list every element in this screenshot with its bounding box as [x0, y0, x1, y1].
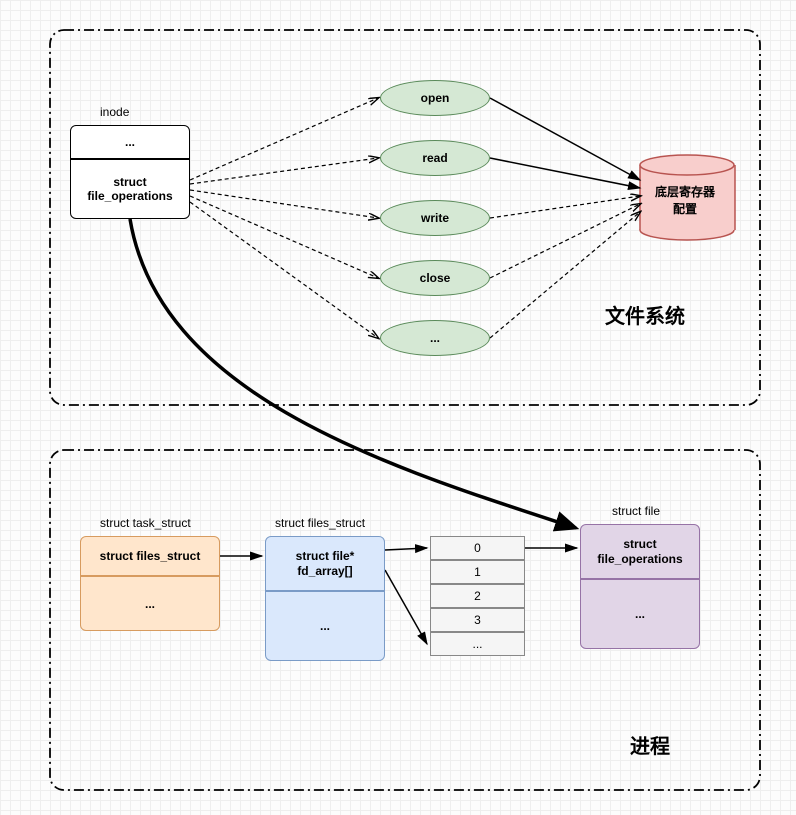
inode-bot-line2: file_operations: [87, 189, 172, 203]
arrow-files-to-arrN: [385, 570, 427, 644]
arrow-files-to-arr0: [385, 548, 427, 550]
task-struct-label: struct task_struct: [100, 516, 191, 530]
struct-file-bot: ...: [580, 579, 700, 649]
register-text: 底层寄存器 配置: [655, 183, 715, 217]
task-struct-top: struct files_struct: [80, 536, 220, 576]
struct-file-line2: file_operations: [597, 552, 682, 566]
files-struct-label: struct files_struct: [275, 516, 365, 530]
curve-inode-to-file: [130, 219, 576, 528]
struct-file-top: struct file_operations: [580, 524, 700, 579]
fd-row-4: ...: [430, 632, 525, 656]
fd-row-0: 0: [430, 536, 525, 560]
op-write: write: [380, 200, 490, 236]
files-struct-line2: fd_array[]: [297, 564, 352, 578]
struct-file-label: struct file: [612, 504, 660, 518]
op-read: read: [380, 140, 490, 176]
fd-row-3: 3: [430, 608, 525, 632]
inode-top: ...: [70, 125, 190, 159]
files-struct-top: struct file* fd_array[]: [265, 536, 385, 591]
fd-row-1: 1: [430, 560, 525, 584]
op-etc: ...: [380, 320, 490, 356]
task-struct-bot: ...: [80, 576, 220, 631]
struct-file-line1: struct: [623, 537, 656, 551]
op-close: close: [380, 260, 490, 296]
inode-bot: struct file_operations: [70, 159, 190, 219]
diagram-svg: [0, 0, 796, 815]
op-open: open: [380, 80, 490, 116]
inode-bot-line1: struct: [113, 175, 146, 189]
files-struct-line1: struct file*: [296, 549, 355, 563]
inode-label: inode: [100, 105, 129, 119]
proc-label: 进程: [630, 730, 670, 759]
fs-label: 文件系统: [605, 300, 685, 329]
files-struct-bot: ...: [265, 591, 385, 661]
fd-row-2: 2: [430, 584, 525, 608]
